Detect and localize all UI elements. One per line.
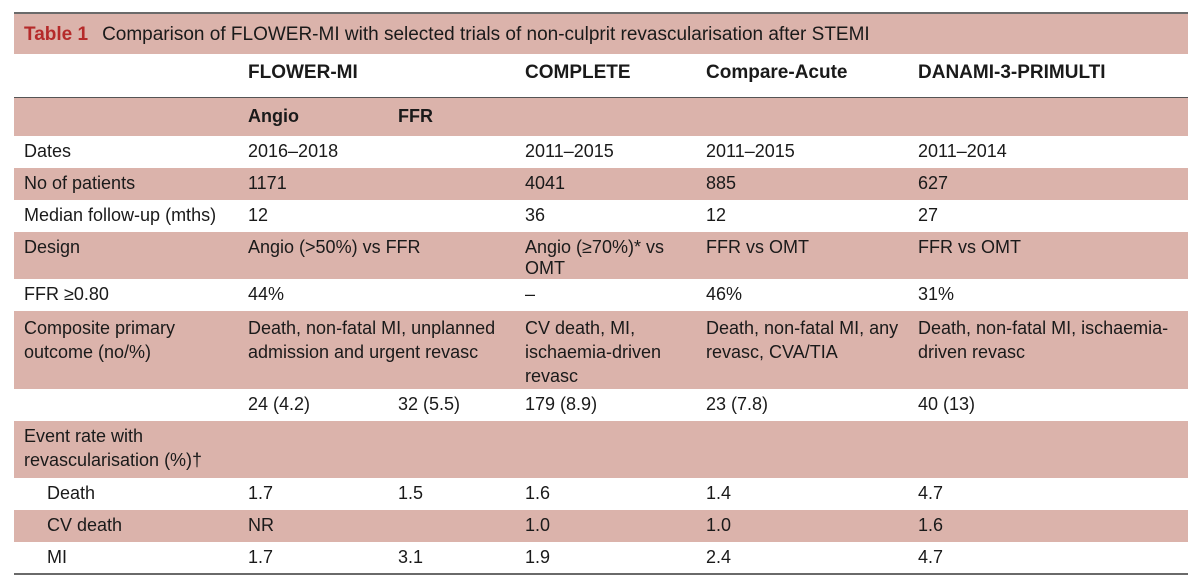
table-caption: Table 1 Comparison of FLOWER-MI with sele… <box>14 12 1188 54</box>
cell-compare: 12 <box>706 205 727 225</box>
subheader-angio: Angio <box>248 97 398 136</box>
row-label: FFR ≥0.80 <box>24 284 109 304</box>
cell-flower: Angio (>50%) vs FFR <box>248 232 526 279</box>
cell-danami: FFR vs OMT <box>918 232 1189 279</box>
table-label: Table 1 <box>24 24 89 45</box>
cell-ffr: 32 (5.5) <box>398 394 461 414</box>
cell-danami: 31% <box>918 284 955 304</box>
cell-ffr: 3.1 <box>398 542 526 575</box>
subheader-row: Angio FFR <box>14 97 1189 136</box>
row-label: Composite primary outcome (no/%) <box>14 311 248 389</box>
cell-compare: 1.4 <box>706 483 732 503</box>
cell-complete: 1.9 <box>525 542 707 575</box>
header-row: FLOWER-MI COMPLETE Compare-Acute DANAMI-… <box>14 54 1189 98</box>
header-flower-mi: FLOWER-MI <box>248 54 526 98</box>
cell-danami: Death, non-fatal MI, ischaemia-driven re… <box>918 311 1189 389</box>
header-danami: DANAMI-3-PRIMULTI <box>918 54 1189 98</box>
row-label: Event rate with revascularisation (%)† <box>14 421 248 478</box>
cell-compare: 23 (7.8) <box>706 394 769 414</box>
row-label: Dates <box>24 141 72 161</box>
table-container: Table 1 Comparison of FLOWER-MI with sele… <box>14 12 1189 575</box>
cell-flower: 44% <box>248 284 285 304</box>
cell-complete: CV death, MI, ischaemia-driven revasc <box>525 311 707 389</box>
cell-angio: 24 (4.2) <box>248 394 311 414</box>
cell-flower: Death, non-fatal MI, unplanned admission… <box>248 311 526 389</box>
comparison-table: FLOWER-MI COMPLETE Compare-Acute DANAMI-… <box>14 54 1189 575</box>
cell-danami: 2011–2014 <box>918 141 1007 161</box>
cell-ffr <box>398 510 526 542</box>
cell-flower: 12 <box>248 205 269 225</box>
cell-compare: 2.4 <box>706 542 919 575</box>
table-row: Composite primary outcome (no/%) Death, … <box>14 311 1189 389</box>
cell-danami: 1.6 <box>918 510 1189 542</box>
cell-danami: 4.7 <box>918 542 1189 575</box>
cell-complete: 2011–2015 <box>525 141 614 161</box>
cell-complete: 1.0 <box>525 510 707 542</box>
cell-ffr: 1.5 <box>398 483 424 503</box>
cell-flower: 1171 <box>248 168 526 200</box>
cell-compare: 885 <box>706 168 919 200</box>
cell-complete: 4041 <box>525 168 707 200</box>
header-compare-acute: Compare-Acute <box>706 54 919 98</box>
cell-compare: 1.0 <box>706 510 919 542</box>
row-label: CV death <box>14 510 248 542</box>
cell-angio: 1.7 <box>248 542 398 575</box>
table-row: CV death NR 1.0 1.0 1.6 <box>14 510 1189 542</box>
table-row: FFR ≥0.80 44% – 46% 31% <box>14 279 1188 311</box>
table-row: No of patients 1171 4041 885 627 <box>14 168 1189 200</box>
row-label: MI <box>14 542 248 575</box>
subheader-ffr: FFR <box>398 97 526 136</box>
cell-angio: NR <box>248 510 398 542</box>
header-empty <box>14 54 248 98</box>
cell-complete: Angio (≥70%)* vs OMT <box>525 232 707 279</box>
cell-compare: Death, non-fatal MI, any revasc, CVA/TIA <box>706 311 919 389</box>
cell-complete: – <box>525 284 536 304</box>
table-row: 24 (4.2) 32 (5.5) 179 (8.9) 23 (7.8) 40 … <box>14 389 1188 421</box>
table-row: MI 1.7 3.1 1.9 2.4 4.7 <box>14 542 1189 575</box>
table-row: Dates 2016–2018 2011–2015 2011–2015 2011… <box>14 136 1188 168</box>
row-label: Design <box>14 232 248 279</box>
table-row: Design Angio (>50%) vs FFR Angio (≥70%)*… <box>14 232 1189 279</box>
table-row: Event rate with revascularisation (%)† <box>14 421 1189 478</box>
cell-danami: 4.7 <box>918 483 944 503</box>
cell-danami: 627 <box>918 168 1189 200</box>
cell-angio: 1.7 <box>248 483 274 503</box>
cell-danami: 27 <box>918 205 939 225</box>
table-title: Comparison of FLOWER-MI with selected tr… <box>102 24 870 45</box>
row-label: Death <box>47 483 96 503</box>
table-row: Death 1.7 1.5 1.6 1.4 4.7 <box>14 478 1188 510</box>
table-row: Median follow-up (mths) 12 36 12 27 <box>14 200 1188 232</box>
cell-danami: 40 (13) <box>918 394 976 414</box>
cell-flower: 2016–2018 <box>248 141 339 161</box>
cell-compare: 46% <box>706 284 743 304</box>
cell-complete: 1.6 <box>525 483 551 503</box>
cell-complete: 36 <box>525 205 546 225</box>
header-complete: COMPLETE <box>525 54 707 98</box>
row-label: No of patients <box>14 168 248 200</box>
cell-complete: 179 (8.9) <box>525 394 598 414</box>
row-label: Median follow-up (mths) <box>24 205 217 225</box>
cell-compare: 2011–2015 <box>706 141 795 161</box>
cell-compare: FFR vs OMT <box>706 232 919 279</box>
